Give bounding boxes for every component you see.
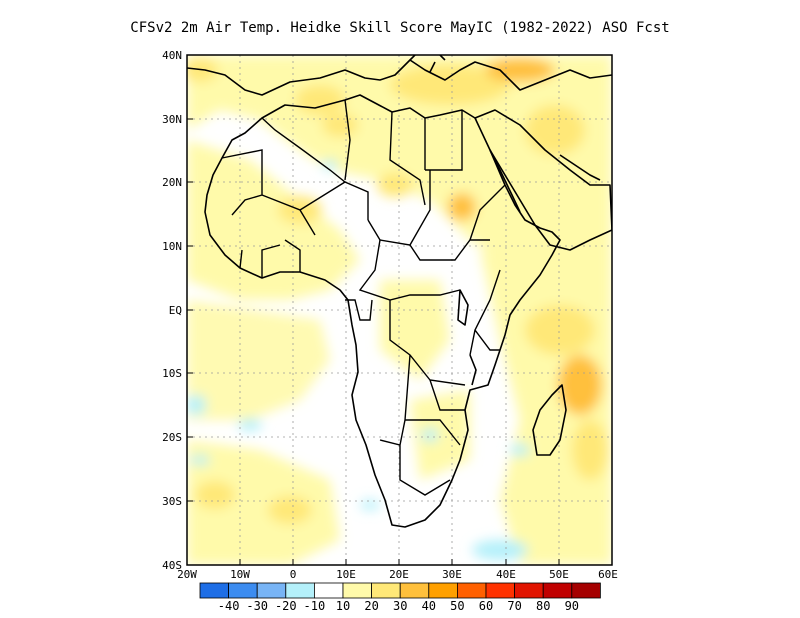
colorbar-label: 50	[450, 599, 464, 613]
colorbar-label: -40	[218, 599, 240, 613]
latitude-labels: 40N 30N 20N 10N EQ 10S 20S 30S 40S	[162, 49, 182, 572]
lon-label: 10E	[336, 568, 356, 581]
colorbar-label: 70	[507, 599, 521, 613]
lon-label: 30E	[442, 568, 462, 581]
lat-label: 10S	[162, 367, 182, 380]
colorbar-swatch	[428, 582, 458, 599]
colorbar-swatch	[342, 582, 373, 599]
colorbar-label: 80	[536, 599, 550, 613]
lon-label: 20W	[177, 568, 197, 581]
colorbar-swatch	[371, 582, 401, 599]
axis-ticks	[186, 54, 613, 566]
lat-label: 30S	[162, 495, 182, 508]
lon-label: 0	[290, 568, 297, 581]
colorbar-label: 10	[336, 599, 350, 613]
lat-label: EQ	[169, 304, 182, 317]
lat-label: 20S	[162, 431, 182, 444]
grid	[187, 55, 612, 565]
colorbar-swatch	[485, 582, 516, 599]
colorbar-swatch	[571, 582, 601, 599]
colorbar-label: 90	[565, 599, 579, 613]
colorbar: -40 -30 -20 -10 10 20 30 40 50 60 70 80 90	[199, 582, 601, 613]
lat-label: 30N	[162, 113, 182, 126]
lat-label: 40N	[162, 49, 182, 62]
coastline	[187, 55, 612, 528]
colorbar-label: -20	[275, 599, 297, 613]
colorbar-label: 40	[422, 599, 436, 613]
colorbar-swatch	[514, 582, 544, 599]
colorbar-swatch	[542, 582, 573, 599]
colorbar-label: 60	[479, 599, 493, 613]
colorbar-label: -30	[246, 599, 268, 613]
colorbar-swatch	[228, 582, 258, 599]
colorbar-swatch	[199, 582, 230, 599]
lat-label: 10N	[162, 240, 182, 253]
lon-label: 10W	[230, 568, 250, 581]
colorbar-label: 20	[364, 599, 378, 613]
colorbar-swatch	[256, 582, 287, 599]
longitude-labels: 20W 10W 0 10E 20E 30E 40E 50E 60E	[177, 568, 618, 581]
lon-label: 50E	[549, 568, 569, 581]
lon-label: 60E	[598, 568, 618, 581]
colorbar-swatch	[313, 582, 344, 599]
colorbar-swatch	[285, 582, 315, 599]
map-title: CFSv2 2m Air Temp. Heidke Skill Score Ma…	[130, 20, 670, 36]
lat-label: 40S	[162, 559, 182, 572]
colorbar-swatch	[456, 582, 487, 599]
lat-label: 20N	[162, 176, 182, 189]
lon-label: 40E	[496, 568, 516, 581]
colorbar-label: -10	[304, 599, 326, 613]
colorbar-label: 30	[393, 599, 407, 613]
colorbar-swatch	[399, 582, 430, 599]
lon-label: 20E	[389, 568, 409, 581]
country-borders	[221, 99, 506, 496]
